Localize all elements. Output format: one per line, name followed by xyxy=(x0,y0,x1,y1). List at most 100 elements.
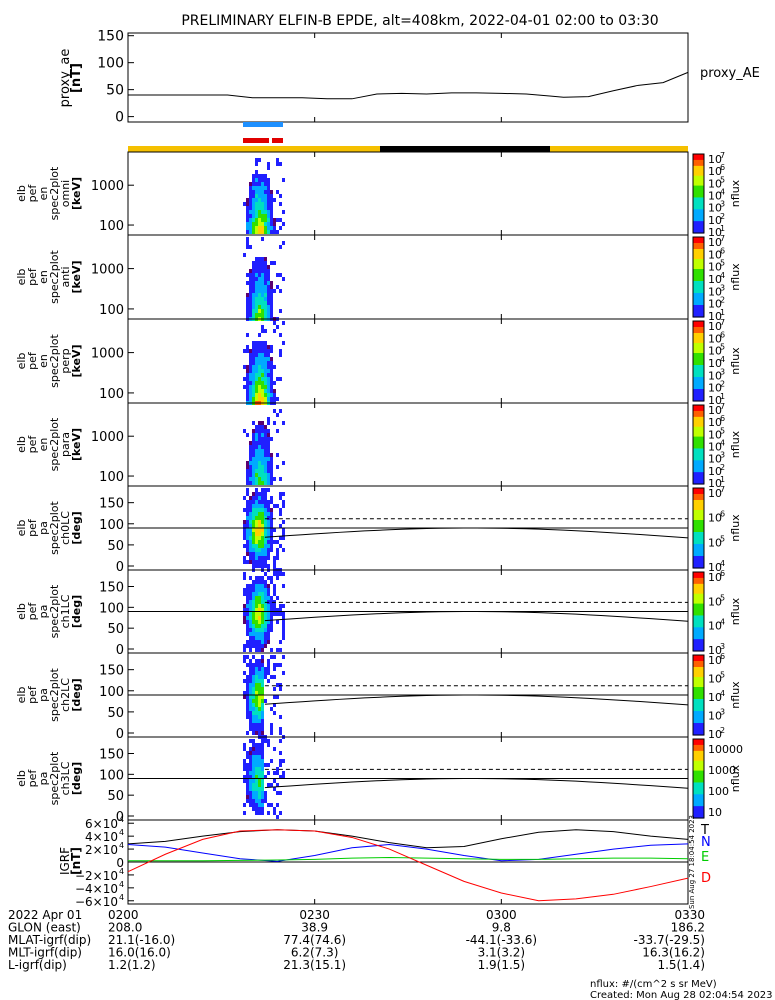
colorbar-swatch xyxy=(693,357,704,360)
heatmap-cell xyxy=(258,687,261,691)
colorbar-tick-label: 10 xyxy=(708,477,722,490)
y-tick-exponent: 4 xyxy=(119,828,124,837)
y-tick-label: 50 xyxy=(107,789,124,804)
colorbar-swatch xyxy=(693,412,704,416)
heatmap-cell xyxy=(261,309,264,313)
colorbar-swatch xyxy=(693,502,704,505)
heatmap-cell xyxy=(252,265,255,269)
heatmap-cell xyxy=(249,771,252,775)
heatmap-cell xyxy=(261,691,264,695)
heatmap-cell xyxy=(246,297,249,301)
ylabel-line: [nT] xyxy=(69,63,84,93)
colorbar-swatch xyxy=(693,623,704,626)
heatmap-cell xyxy=(261,265,264,269)
heatmap-cell xyxy=(255,365,258,369)
heatmap-cell xyxy=(255,269,258,273)
heatmap-cell xyxy=(267,222,270,226)
heatmap-cell xyxy=(252,711,255,715)
colorbar-swatch xyxy=(693,748,704,752)
heatmap-cell xyxy=(264,441,267,445)
heatmap-cell xyxy=(249,791,252,795)
ylabel-line: elb xyxy=(15,436,28,453)
heatmap-cell xyxy=(279,608,282,612)
colorbar-swatch xyxy=(693,681,704,684)
heatmap-cell xyxy=(270,516,273,520)
heatmap-cell xyxy=(258,775,261,779)
heatmap-cell xyxy=(282,572,285,576)
heatmap-cell xyxy=(261,620,264,624)
colorbar-swatch xyxy=(693,564,704,567)
heatmap-cell xyxy=(246,767,249,771)
colorbar-tick-exponent: 6 xyxy=(720,414,725,423)
heatmap-cell xyxy=(255,341,258,345)
heatmap-cell xyxy=(255,803,258,807)
heatmap-cell xyxy=(279,492,282,496)
heatmap-cell xyxy=(270,226,273,230)
heatmap-cell xyxy=(252,492,255,496)
heatmap-cell xyxy=(249,289,252,293)
colorbar-swatch xyxy=(693,609,704,613)
ylabel-line: pef xyxy=(26,602,39,621)
colorbar-tick-label: 10 xyxy=(708,487,722,500)
igrf-panel: 6×10 44×10 42×10 40−2×10 4−4×10 4−6×10 4TNEDIG… xyxy=(58,815,711,909)
heatmap-cell xyxy=(264,580,267,584)
heatmap-cell xyxy=(255,552,258,556)
heatmap-cell xyxy=(258,608,261,612)
colorbar-swatch xyxy=(693,426,704,430)
heatmap-cell xyxy=(255,389,258,393)
heatmap-cell xyxy=(258,807,261,811)
heatmap-cell xyxy=(252,671,255,675)
heatmap-cell xyxy=(264,775,267,779)
colorbar-swatch xyxy=(693,420,704,424)
heatmap-cell xyxy=(252,273,255,277)
heatmap-cell xyxy=(249,600,252,604)
colorbar-swatch xyxy=(693,705,704,708)
heatmap-cell xyxy=(252,616,255,620)
heatmap-cell xyxy=(252,210,255,214)
heatmap-cell xyxy=(255,429,258,433)
heatmap-cell xyxy=(264,588,267,592)
heatmap-cell xyxy=(267,504,270,508)
spectrogram-panel-anti: 1000100elbpefenspec2plotanti[keV]1071061… xyxy=(15,234,742,323)
heatmap-cell xyxy=(246,377,249,381)
heatmap-cell xyxy=(249,369,252,373)
colorbar-swatch xyxy=(693,546,704,549)
spectrogram-panel-ch2LC: 150100500elbpefpaspec2plotch2LC[deg]1061… xyxy=(15,652,742,742)
heatmap-cell xyxy=(273,381,276,385)
heatmap-cell xyxy=(282,604,285,608)
heatmap-cell xyxy=(279,751,282,755)
heatmap-cell xyxy=(246,536,249,540)
heatmap-cell xyxy=(252,759,255,763)
heatmap-cell xyxy=(270,198,273,202)
colorbar-swatch xyxy=(693,579,704,583)
heatmap-cell xyxy=(249,628,252,632)
heatmap-cell xyxy=(255,520,258,524)
heatmap-cell xyxy=(246,616,249,620)
heatmap-cell xyxy=(252,655,255,659)
bottom-row-label: 2022 Apr 01 xyxy=(8,908,82,922)
heatmap-cell xyxy=(270,624,273,628)
colorbar-swatch xyxy=(693,476,704,479)
heatmap-cell xyxy=(258,297,261,301)
heatmap-cell xyxy=(264,791,267,795)
heatmap-cell xyxy=(270,723,273,727)
colorbar-swatch xyxy=(693,635,704,638)
heatmap-cell xyxy=(258,560,261,564)
ylabel-line: pef xyxy=(26,184,39,203)
colorbar-tick-exponent: 4 xyxy=(720,271,725,280)
colorbar-swatch xyxy=(693,675,704,678)
heatmap-cell xyxy=(264,357,267,361)
heatmap-cell xyxy=(252,787,255,791)
heatmap-cell xyxy=(279,218,282,222)
colorbar-swatch xyxy=(693,215,704,218)
heatmap-cell xyxy=(264,194,267,198)
heatmap-cell xyxy=(246,293,249,297)
heatmap-cell xyxy=(252,775,255,779)
heatmap-cell xyxy=(246,226,249,230)
colorbar-swatch xyxy=(693,796,704,799)
heatmap-cell xyxy=(255,381,258,385)
heatmap-cell xyxy=(267,608,270,612)
heatmap-cell xyxy=(258,512,261,516)
heatmap-cell xyxy=(258,281,261,285)
heatmap-cell xyxy=(261,524,264,528)
